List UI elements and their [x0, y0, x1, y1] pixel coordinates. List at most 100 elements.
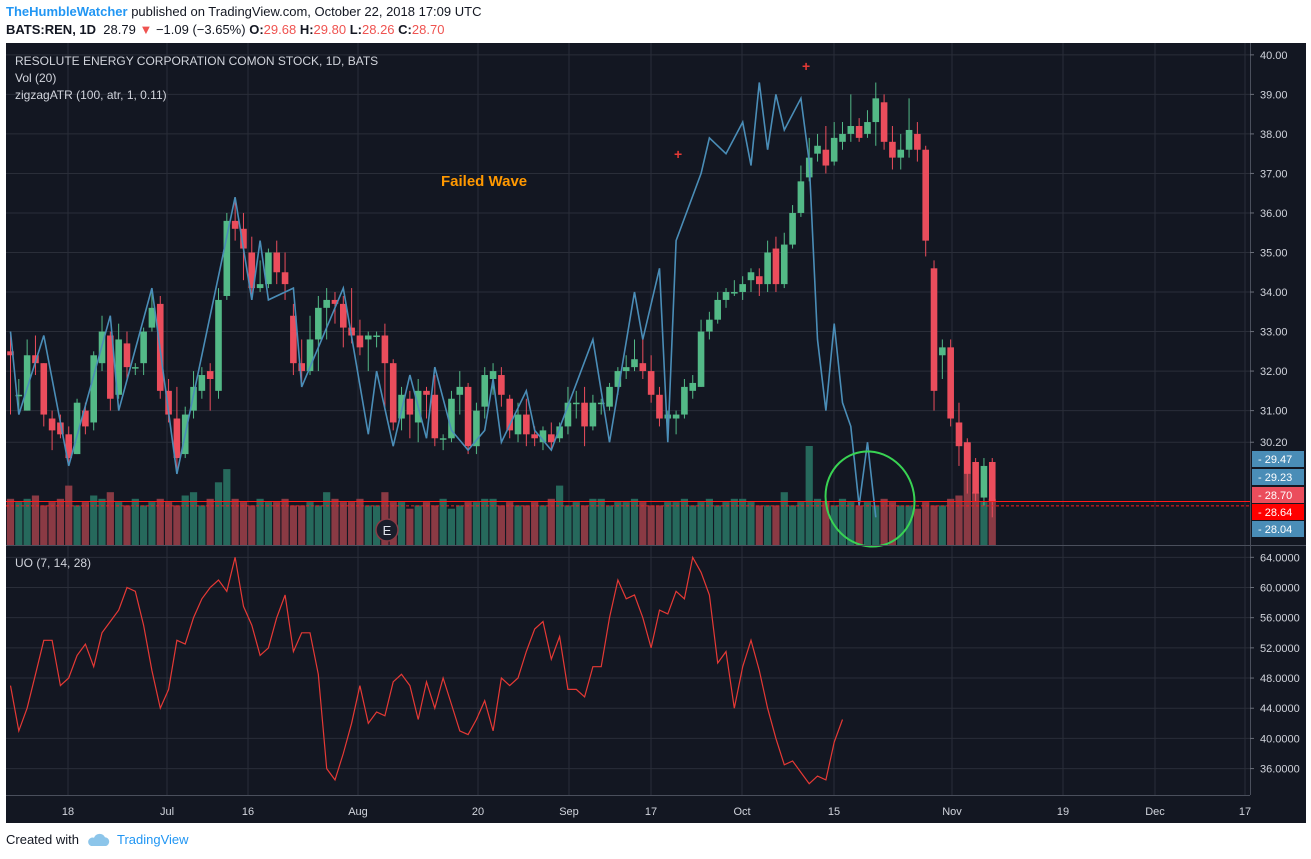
publish-line: TheHumbleWatcher published on TradingVie… [6, 3, 1306, 21]
candle-body [340, 303, 347, 328]
price-badge-label: - 29.47 [1258, 454, 1292, 466]
uo-tick-label: 64.0000 [1260, 552, 1300, 564]
volume-bar [797, 502, 805, 545]
high-value: 29.80 [313, 22, 347, 37]
candle-body [381, 335, 389, 364]
volume-bar [647, 505, 655, 545]
candle-body [190, 386, 197, 411]
time-tick-label: Nov [942, 806, 962, 818]
close-value: 28.70 [411, 22, 445, 37]
candle-body [389, 363, 397, 423]
candle-body [231, 220, 239, 229]
volume-bar [306, 502, 314, 545]
time-tick-label: 18 [62, 806, 74, 818]
volume-bar [788, 505, 797, 545]
uo-tick-label: 56.0000 [1260, 613, 1300, 625]
candle-body [897, 149, 905, 158]
open-value: 29.68 [263, 22, 297, 37]
candle-body [148, 307, 156, 328]
volume-bar [880, 498, 888, 545]
candle-body [23, 355, 31, 411]
candle-body [697, 331, 705, 387]
candle-body [90, 355, 97, 423]
candle-body [539, 430, 547, 443]
volume-bar [98, 498, 106, 545]
volume-bar [514, 505, 522, 545]
candle-body [331, 299, 339, 304]
chart-canvas[interactable]: + + Failed Wave E 40.00 39.00 38.00 37.00 36… [6, 43, 1306, 823]
volume-bar [115, 502, 123, 545]
volume-bar [81, 502, 89, 545]
time-tick-label: 15 [828, 806, 840, 818]
volume-bar [739, 498, 747, 545]
volume-bar [897, 505, 905, 545]
candle-body [564, 402, 572, 427]
uo-tick-label: 52.0000 [1260, 643, 1300, 655]
volume-bar [264, 502, 273, 545]
volume-bar [431, 505, 439, 545]
earnings-marker[interactable]: E [375, 518, 399, 542]
volume-bar [123, 505, 131, 545]
volume-bar [639, 502, 647, 545]
volume-bar [223, 469, 231, 545]
volume-bar [198, 505, 206, 545]
candle-body [980, 465, 988, 498]
candle-body [498, 375, 505, 395]
volume-bar [414, 505, 422, 545]
price-labels: - 29.47 - 29.23 - 28.70 - 28.64 - 28.04 [1252, 451, 1304, 537]
high-label: H: [299, 22, 314, 37]
volume-bar [331, 498, 339, 545]
candle-body [764, 252, 771, 285]
publish-info: published on TradingView.com, October 22… [127, 4, 482, 19]
uo-line [9, 555, 844, 785]
candle-body [664, 414, 672, 419]
candle-body [523, 414, 530, 435]
zigzag-line [9, 82, 877, 518]
candle-body [65, 434, 73, 459]
candle-body [797, 181, 805, 213]
candle-body [298, 363, 305, 372]
candle-body [930, 268, 938, 391]
volume-bar [189, 492, 198, 545]
candle-body [614, 371, 622, 387]
volume-bar [15, 502, 23, 545]
price-tick-label: 31.00 [1260, 406, 1288, 418]
candle-body [531, 434, 538, 439]
candle-body [464, 386, 472, 447]
candle-body [40, 363, 48, 415]
volume-bar [422, 502, 431, 545]
volume-bar [214, 482, 223, 545]
created-with-label: Created with [6, 832, 79, 847]
author-link[interactable]: TheHumbleWatcher [6, 4, 128, 19]
volume-bar [56, 498, 65, 545]
time-axis[interactable]: 18 Jul 16 Aug 20 Sep 17 Oct 15 Nov 19 Dec 17 [62, 806, 1251, 818]
candle-body [173, 418, 181, 459]
volume-bar [522, 505, 530, 545]
volume-bar [439, 498, 447, 545]
price-tick-label: 36.00 [1260, 208, 1288, 220]
time-tick-label: Aug [348, 806, 368, 818]
volume-bar [564, 505, 572, 545]
candle-body [315, 307, 322, 340]
price-badge [1252, 521, 1304, 537]
chart-background [6, 43, 1306, 823]
candle-body [647, 371, 655, 395]
candle-body [556, 426, 563, 439]
volume-bar [622, 502, 630, 545]
time-tick-label: 17 [1239, 806, 1251, 818]
volume-bar [655, 505, 664, 545]
candle-body [506, 398, 513, 431]
candle-body [132, 367, 139, 369]
uo-axis[interactable]: 64.0000 60.0000 56.0000 52.0000 48.0000 44.00… [1250, 552, 1300, 776]
volume-bar [273, 502, 281, 545]
volume-bar [23, 498, 31, 545]
volume-bar [140, 505, 148, 545]
candle-body [256, 284, 264, 289]
candle-body [822, 149, 830, 166]
earnings-marker-label: E [383, 523, 392, 538]
price-axis[interactable]: 40.00 39.00 38.00 37.00 36.00 35.00 34.00 33.00… [1250, 50, 1288, 449]
volume-bar [106, 492, 114, 545]
volume-bar [580, 505, 589, 545]
candle-body [223, 220, 231, 296]
tradingview-link[interactable]: TradingView [116, 832, 189, 847]
